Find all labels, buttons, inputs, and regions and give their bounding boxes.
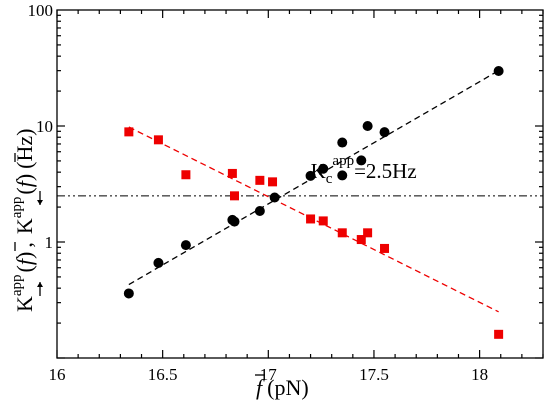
y-tick-label: 1	[45, 233, 54, 252]
annotation-value: =2.5Hz	[354, 159, 417, 183]
circle-marker	[153, 257, 164, 268]
x-tick-label: 16	[49, 365, 66, 384]
fit-line-series-1	[128, 126, 499, 313]
square-marker	[356, 235, 366, 245]
plot-frame	[56, 9, 544, 359]
square-marker	[229, 191, 239, 201]
y-label-sup2: app	[9, 197, 25, 219]
circle-marker	[362, 121, 373, 131]
square-marker	[255, 175, 265, 185]
x-tick-label: 17	[260, 365, 278, 384]
y-label-k2: K	[12, 218, 37, 234]
y-label-paren2b: )	[12, 174, 37, 181]
x-axis-label: f (pN)	[255, 374, 309, 400]
svg-text:Kapp(f),Kapp(f)(Hz): Kapp(f),Kapp(f)(Hz)	[9, 129, 37, 313]
circle-marker	[318, 163, 329, 174]
square-marker	[268, 177, 278, 187]
x-axis-ticks: 16 16.5 17 17.5 18	[49, 10, 544, 384]
square-marker	[380, 243, 390, 253]
square-marker	[153, 135, 163, 145]
x-tick-label: 18	[471, 365, 488, 384]
y-label-arrow-right	[37, 282, 43, 296]
svg-text:f(pN): f (pN)	[256, 375, 309, 400]
y-label-sym2: f	[12, 178, 37, 187]
annotation-sub: c	[326, 171, 333, 187]
circle-marker	[123, 288, 134, 299]
square-marker	[337, 228, 347, 238]
circle-marker	[379, 127, 390, 138]
square-marker	[306, 214, 316, 224]
annotation-kc: Kc app=2.5Hz	[311, 153, 417, 187]
data-markers	[123, 65, 504, 339]
circle-marker	[337, 170, 348, 181]
x-tick-label: 16.5	[148, 365, 178, 384]
y-label-unit: (Hz)	[12, 129, 37, 169]
circle-marker	[493, 65, 504, 76]
y-axis-ticks: 1 10 100	[28, 1, 543, 359]
annotation-base: K	[311, 159, 326, 183]
circle-marker	[305, 170, 316, 181]
circle-marker	[180, 240, 191, 251]
square-marker	[318, 216, 328, 226]
y-label-paren2: (	[12, 187, 37, 194]
y-label-sym1: f	[12, 256, 37, 265]
y-axis-label: Kapp(f),Kapp(f)(Hz)	[9, 129, 43, 313]
fit-lines	[128, 70, 499, 313]
y-label-k1: K	[12, 296, 37, 312]
y-tick-label: 10	[36, 117, 53, 136]
y-label-arrow-left	[37, 191, 43, 205]
x-tick-label: 17.5	[359, 365, 389, 384]
circle-marker	[254, 206, 265, 217]
x-label-unit: (pN)	[267, 375, 309, 400]
y-label-sup1: app	[9, 274, 25, 296]
square-marker	[124, 127, 134, 137]
circle-marker	[269, 192, 280, 203]
circle-marker	[337, 137, 348, 148]
plot-border	[56, 9, 544, 359]
y-tick-label: 100	[28, 1, 54, 20]
y-label-paren1b: )	[12, 252, 37, 259]
square-marker	[363, 228, 373, 238]
x-label-symbol: f	[256, 375, 265, 400]
square-marker	[227, 168, 237, 178]
y-label-sep: ,	[12, 242, 37, 248]
square-marker	[494, 329, 504, 339]
square-marker	[181, 170, 191, 180]
circle-marker	[356, 155, 367, 166]
circle-marker	[229, 216, 240, 227]
annotation-sup: app	[332, 153, 354, 169]
y-label-paren1: (	[12, 265, 37, 272]
